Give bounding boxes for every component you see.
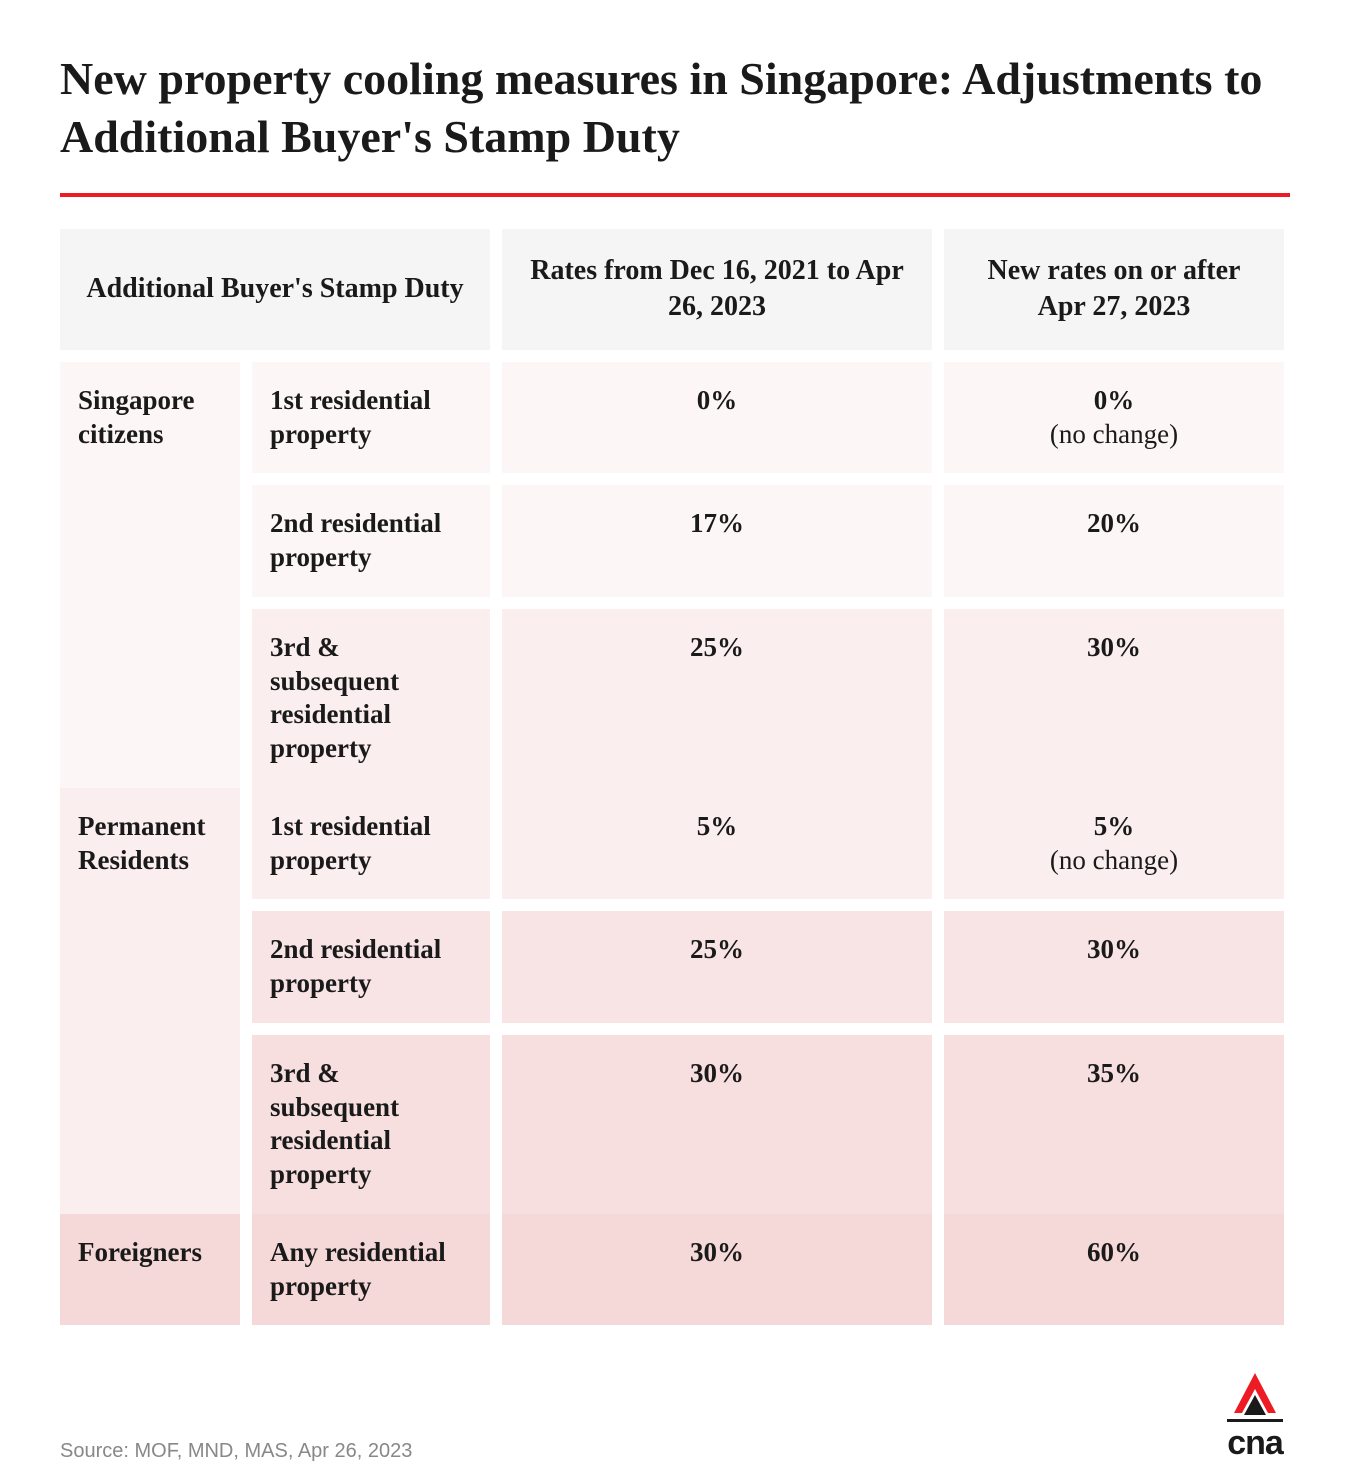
old-rate-cell: 30% bbox=[502, 1214, 932, 1326]
new-rate-cell: 30% bbox=[944, 911, 1284, 1023]
title-divider bbox=[60, 193, 1290, 197]
header-category: Additional Buyer's Stamp Duty bbox=[60, 229, 490, 350]
cna-logo-text: cna bbox=[1227, 1419, 1283, 1463]
table-group: Permanent Residents1st residential prope… bbox=[60, 788, 1290, 1214]
table-group: Singapore citizens1st residential proper… bbox=[60, 362, 1290, 788]
table-row: 2nd residential property25%30% bbox=[252, 911, 1290, 1023]
property-cell: 2nd residential property bbox=[252, 911, 490, 1023]
group-rows: 1st residential property0%0%(no change)2… bbox=[252, 362, 1290, 788]
group-label: Foreigners bbox=[60, 1214, 240, 1326]
table-row: 3rd & subsequent residential property25%… bbox=[252, 609, 1290, 788]
source-text: Source: MOF, MND, MAS, Apr 26, 2023 bbox=[60, 1440, 412, 1463]
property-cell: Any residential property bbox=[252, 1214, 490, 1326]
new-rate-cell: 5%(no change) bbox=[944, 788, 1284, 900]
property-cell: 3rd & subsequent residential property bbox=[252, 609, 490, 788]
table-row: 2nd residential property17%20% bbox=[252, 485, 1290, 597]
property-cell: 3rd & subsequent residential property bbox=[252, 1035, 490, 1214]
cna-logo: cna bbox=[1220, 1373, 1290, 1463]
table-row: 1st residential property0%0%(no change) bbox=[252, 362, 1290, 474]
property-cell: 1st residential property bbox=[252, 788, 490, 900]
group-label: Permanent Residents bbox=[60, 788, 240, 1214]
cna-logo-icon bbox=[1220, 1373, 1290, 1425]
old-rate-cell: 0% bbox=[502, 362, 932, 474]
property-cell: 1st residential property bbox=[252, 362, 490, 474]
group-rows: 1st residential property5%5%(no change)2… bbox=[252, 788, 1290, 1214]
new-rate-cell: 30% bbox=[944, 609, 1284, 788]
group-label: Singapore citizens bbox=[60, 362, 240, 788]
old-rate-cell: 30% bbox=[502, 1035, 932, 1214]
header-old-rates: Rates from Dec 16, 2021 to Apr 26, 2023 bbox=[502, 229, 932, 350]
table-group: ForeignersAny residential property30%60% bbox=[60, 1214, 1290, 1326]
table-header-row: Additional Buyer's Stamp Duty Rates from… bbox=[60, 229, 1290, 350]
old-rate-cell: 5% bbox=[502, 788, 932, 900]
page-title: New property cooling measures in Singapo… bbox=[60, 50, 1290, 165]
old-rate-cell: 25% bbox=[502, 911, 932, 1023]
new-rate-cell: 20% bbox=[944, 485, 1284, 597]
footer: Source: MOF, MND, MAS, Apr 26, 2023 cna bbox=[60, 1373, 1290, 1463]
new-rate-cell: 0%(no change) bbox=[944, 362, 1284, 474]
new-rate-cell: 60% bbox=[944, 1214, 1284, 1326]
rates-table: Additional Buyer's Stamp Duty Rates from… bbox=[60, 229, 1290, 1325]
property-cell: 2nd residential property bbox=[252, 485, 490, 597]
table-row: 3rd & subsequent residential property30%… bbox=[252, 1035, 1290, 1214]
group-rows: Any residential property30%60% bbox=[252, 1214, 1290, 1326]
old-rate-cell: 25% bbox=[502, 609, 932, 788]
header-new-rates: New rates on or after Apr 27, 2023 bbox=[944, 229, 1284, 350]
table-row: 1st residential property5%5%(no change) bbox=[252, 788, 1290, 900]
table-row: Any residential property30%60% bbox=[252, 1214, 1290, 1326]
new-rate-cell: 35% bbox=[944, 1035, 1284, 1214]
old-rate-cell: 17% bbox=[502, 485, 932, 597]
